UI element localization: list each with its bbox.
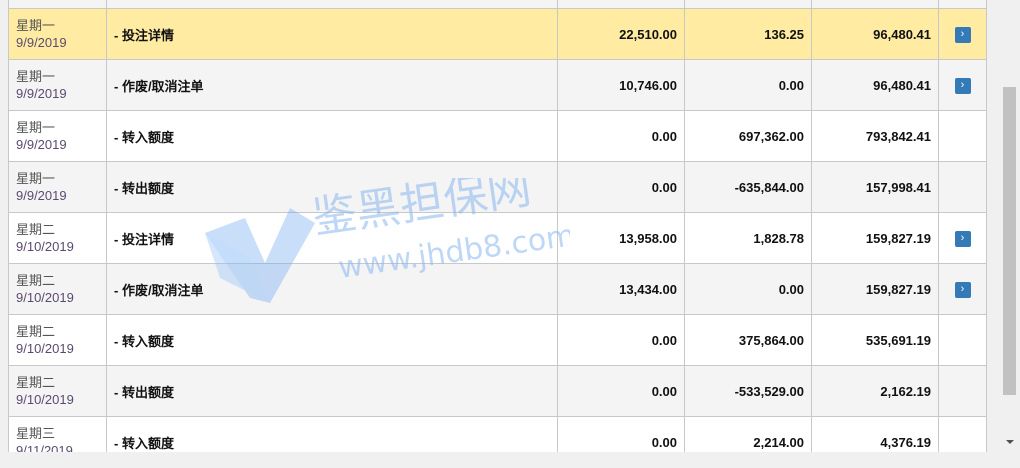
type-cell: - 转入额度 [106,110,558,162]
date: 9/10/2019 [16,341,74,356]
amount-cell-2: -635,844.00 [684,161,812,213]
type-cell: - 转出额度 [106,161,558,213]
balance-cell: 793,842.41 [811,110,939,162]
date-cell: 星期一 9/9/2019 [8,161,107,213]
amount-cell-2: 0.00 [684,59,812,111]
date: 9/10/2019 [16,239,74,254]
table-row: 星期一 9/9/2019 - 转出额度 0.00 -635,844.00 157,998.… [8,161,987,213]
table-row: 星期二 9/10/2019 - 作废/取消注单 13,434.00 0.00 159,82… [8,263,987,315]
balance-cell: 2,162.19 [811,365,939,417]
table-row: 星期一 9/9/2019 - 作废/取消注单 10,746.00 0.00 96,480.… [8,59,987,111]
detail-button[interactable]: › [954,231,971,247]
weekday: 星期三 [16,426,56,441]
type-cell: - 投注详情 [106,8,558,60]
action-cell [938,161,987,213]
amount-cell-1: 10,746.00 [557,59,685,111]
date-cell: 星期一 9/9/2019 [8,110,107,162]
amount-cell-2: 375,864.00 [684,314,812,366]
date: 9/10/2019 [16,392,74,407]
amount-cell-1: 0.00 [557,314,685,366]
date: 9/10/2019 [16,290,74,305]
amount-cell-2: 0.00 [684,263,812,315]
amount-cell-1: 13,958.00 [557,212,685,264]
type-cell: - 转出额度 [106,365,558,417]
table-row: 星期二 9/10/2019 - 转入额度 0.00 375,864.00 535,691.… [8,314,987,366]
date: 9/9/2019 [16,137,67,152]
amount-cell-1: 0.00 [557,161,685,213]
table-row: 星期一 9/9/2019 - 转入额度 0.00 697,362.00 793,842.4… [8,110,987,162]
action-cell [938,365,987,417]
table-row: 星期二 9/10/2019 - 投注详情 13,958.00 1,828.78 159,8… [8,212,987,264]
detail-button[interactable]: › [954,282,971,298]
table-row: 星期一 9/9/2019 - 投注详情 22,510.00 136.25 96,480.4… [8,8,987,60]
action-cell [938,0,987,9]
amount-cell-1: 22,510.00 [557,8,685,60]
action-cell: › [938,263,987,315]
type-cell [106,0,558,9]
date: 9/9/2019 [16,35,67,50]
detail-button[interactable]: › [954,78,971,94]
weekday: 星期二 [16,273,56,288]
vertical-scrollbar[interactable] [1002,0,1018,468]
action-cell: › [938,212,987,264]
table-row [8,0,987,9]
date-cell [8,0,107,9]
scroll-down-arrow-icon[interactable] [1006,440,1014,444]
weekday: 星期二 [16,222,56,237]
action-cell: › [938,59,987,111]
balance-cell: 96,480.41 [811,59,939,111]
transaction-table: 星期一 9/9/2019- 投注详情 22,510.00 136.25 96,480.4… [8,0,987,468]
date-cell: 星期一 9/9/2019 [8,8,107,60]
balance-cell: 159,827.19 [811,212,939,264]
amount-cell-1 [557,0,685,9]
weekday: 星期一 [16,69,56,84]
balance-cell [811,0,939,9]
date-cell: 星期二 9/10/2019 [8,365,107,417]
type-cell: - 作废/取消注单 [106,59,558,111]
weekday: 星期一 [16,171,56,186]
weekday: 星期二 [16,375,56,390]
date-cell: 星期二 9/10/2019 [8,314,107,366]
amount-cell-2 [684,0,812,9]
table-row: 星期二 9/10/2019 - 转出额度 0.00 -533,529.00 2,162.1… [8,365,987,417]
date: 9/9/2019 [16,188,67,203]
balance-cell: 535,691.19 [811,314,939,366]
balance-cell: 157,998.41 [811,161,939,213]
detail-button[interactable]: › [954,27,971,43]
balance-cell: 96,480.41 [811,8,939,60]
amount-cell-2: 697,362.00 [684,110,812,162]
action-cell [938,110,987,162]
page-background [0,452,1002,468]
amount-cell-1: 0.00 [557,365,685,417]
amount-cell-1: 13,434.00 [557,263,685,315]
date: 9/9/2019 [16,86,67,101]
weekday: 星期一 [16,18,56,33]
balance-cell: 159,827.19 [811,263,939,315]
amount-cell-2: 136.25 [684,8,812,60]
amount-cell-2: 1,828.78 [684,212,812,264]
amount-cell-1: 0.00 [557,110,685,162]
action-cell: › [938,8,987,60]
date-cell: 星期二 9/10/2019 [8,263,107,315]
type-cell: - 投注详情 [106,212,558,264]
type-cell: - 转入额度 [106,314,558,366]
weekday: 星期一 [16,120,56,135]
scrollbar-thumb[interactable] [1003,87,1016,395]
weekday: 星期二 [16,324,56,339]
date-cell: 星期二 9/10/2019 [8,212,107,264]
action-cell [938,314,987,366]
type-cell: - 作废/取消注单 [106,263,558,315]
amount-cell-2: -533,529.00 [684,365,812,417]
date-cell: 星期一 9/9/2019 [8,59,107,111]
